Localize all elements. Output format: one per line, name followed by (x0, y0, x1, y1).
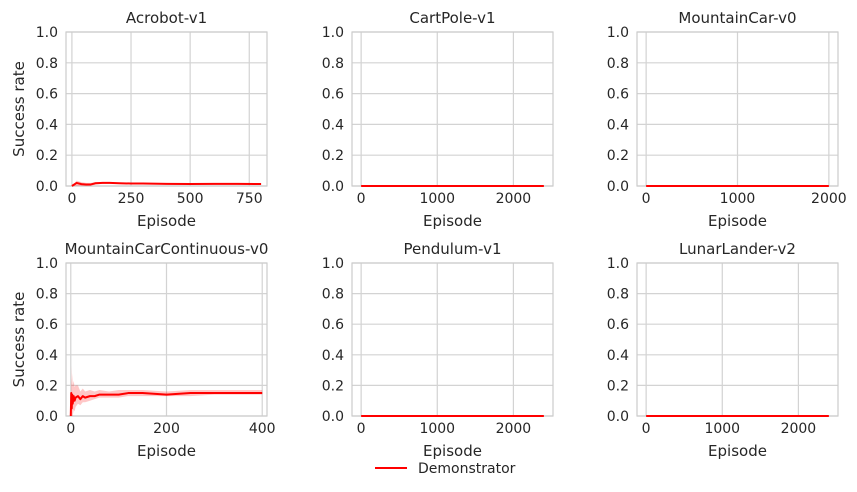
x-tick-label: 0 (66, 421, 75, 437)
x-tick-label: 0 (67, 191, 76, 207)
x-tick-label: 1000 (704, 421, 740, 437)
y-tick-label: 0.0 (36, 179, 58, 195)
y-tick-label: 0.2 (322, 378, 344, 394)
y-tick-label: 0.0 (322, 179, 344, 195)
y-tick-label: 1.0 (322, 25, 344, 41)
y-tick-label: 0.0 (607, 409, 629, 425)
x-tick-label: 1000 (419, 421, 455, 437)
subplot-title: LunarLander-v2 (679, 240, 796, 258)
subplot-2: 0.0 0.2 0.4 0.6 0.8 1.0 0 1000 2000 CartPole-v1 Ep… (322, 9, 554, 230)
x-tick-label: 2000 (811, 191, 847, 207)
x-tick-label: 2000 (496, 421, 532, 437)
y-tick-label: 0.8 (36, 56, 58, 72)
x-tick-label: 0 (357, 421, 366, 437)
y-tick-label: 0.2 (36, 378, 58, 394)
series-line (71, 181, 262, 187)
y-tick-label: 1.0 (36, 25, 58, 41)
x-axis-label: Episode (137, 442, 196, 460)
subplot-title: MountainCarContinuous-v0 (65, 240, 269, 258)
y-axis-label: Success rate (10, 292, 28, 388)
y-tick-label: 0.8 (322, 56, 344, 72)
x-tick-label: 250 (118, 191, 145, 207)
subplot-title: Acrobot-v1 (126, 9, 207, 27)
legend: Demonstrator (375, 461, 516, 477)
axes-frame (65, 31, 268, 187)
y-tick-label: 0.4 (36, 348, 58, 364)
axes-frame (65, 262, 268, 417)
y-tick-label: 0.0 (322, 409, 344, 425)
y-tick-label: 1.0 (36, 256, 58, 272)
y-tick-label: 1.0 (322, 256, 344, 272)
y-tick-label: 0.4 (607, 348, 629, 364)
y-tick-label: 0.4 (36, 117, 58, 133)
x-axis-label: Episode (423, 212, 482, 230)
x-axis-label: Episode (708, 442, 767, 460)
y-tick-label: 0.2 (607, 378, 629, 394)
subplot-3: 0.0 0.2 0.4 0.6 0.8 1.0 0 1000 2000 MountainCar-v… (607, 9, 847, 230)
x-tick-label: 200 (153, 421, 180, 437)
y-axis-label: Success rate (10, 61, 28, 157)
x-tick-label: 0 (357, 191, 366, 207)
x-tick-label: 2000 (496, 191, 532, 207)
x-tick-label: 1000 (419, 191, 455, 207)
y-tick-label: 0.4 (607, 117, 629, 133)
y-tick-label: 0.8 (607, 56, 629, 72)
y-tick-label: 1.0 (607, 25, 629, 41)
y-tick-label: 0.6 (607, 87, 629, 103)
subplot-5: 0.0 0.2 0.4 0.6 0.8 1.0 0 1000 2000 Pendulum-v1 Ep… (322, 240, 554, 460)
x-tick-label: 500 (177, 191, 204, 207)
subplot-title: CartPole-v1 (409, 9, 495, 27)
axes-frame (351, 31, 554, 187)
y-tick-label: 0.6 (607, 317, 629, 333)
y-tick-label: 0.6 (322, 317, 344, 333)
y-tick-label: 0.2 (322, 148, 344, 164)
x-tick-label: 400 (249, 421, 276, 437)
legend-label: Demonstrator (418, 461, 516, 477)
x-axis-label: Episode (137, 212, 196, 230)
x-tick-label: 750 (236, 191, 263, 207)
x-axis-label: Episode (423, 442, 482, 460)
y-tick-label: 0.6 (322, 87, 344, 103)
subplot-4: 0.0 0.2 0.4 0.6 0.8 1.0 0 200 400 MountainCarCont… (10, 240, 276, 460)
y-tick-label: 0.0 (36, 409, 58, 425)
subplot-6: 0.0 0.2 0.4 0.6 0.8 1.0 0 1000 2000 LunarLander-v… (607, 240, 839, 460)
x-axis-label: Episode (708, 212, 767, 230)
subplot-title: Pendulum-v1 (404, 240, 502, 258)
y-tick-label: 0.6 (36, 317, 58, 333)
subplot-1: 0.0 0.2 0.4 0.6 0.8 1.0 0 250 500 750 Acrobot-v1 Ep… (10, 9, 268, 230)
subplot-title: MountainCar-v0 (678, 9, 796, 27)
axes-frame (636, 262, 839, 417)
series-line (69, 392, 263, 417)
y-tick-label: 0.8 (322, 287, 344, 303)
confidence-band (70, 365, 263, 416)
y-tick-label: 0.8 (36, 287, 58, 303)
y-tick-label: 0.4 (322, 348, 344, 364)
x-tick-label: 0 (642, 191, 651, 207)
x-tick-label: 2000 (781, 421, 817, 437)
y-tick-label: 0.6 (36, 87, 58, 103)
y-tick-label: 0.8 (607, 287, 629, 303)
y-tick-label: 0.2 (36, 148, 58, 164)
axes-frame (351, 262, 554, 417)
y-tick-label: 0.2 (607, 148, 629, 164)
x-tick-label: 1000 (720, 191, 756, 207)
y-tick-label: 1.0 (607, 256, 629, 272)
y-tick-label: 0.4 (322, 117, 344, 133)
x-tick-label: 0 (642, 421, 651, 437)
y-tick-label: 0.0 (607, 179, 629, 195)
subplot-grid: 0.0 0.2 0.4 0.6 0.8 1.0 0 250 500 750 Acrobot-v1 Ep… (10, 9, 847, 460)
